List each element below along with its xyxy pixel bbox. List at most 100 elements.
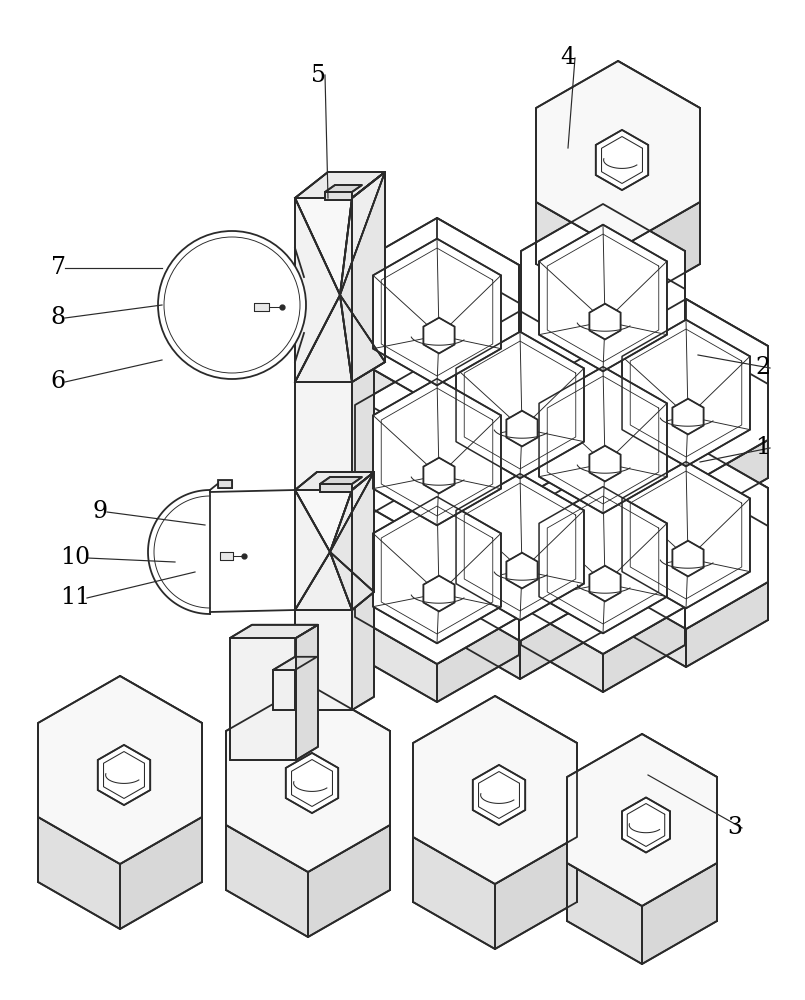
- Polygon shape: [355, 476, 519, 664]
- Polygon shape: [340, 172, 385, 295]
- Polygon shape: [521, 345, 603, 430]
- Polygon shape: [438, 594, 520, 679]
- Circle shape: [158, 231, 306, 379]
- Polygon shape: [423, 576, 455, 611]
- Text: 3: 3: [728, 816, 742, 840]
- Polygon shape: [603, 607, 685, 692]
- Polygon shape: [355, 358, 519, 546]
- Polygon shape: [521, 204, 685, 392]
- Polygon shape: [437, 476, 519, 561]
- Polygon shape: [521, 346, 685, 534]
- Polygon shape: [539, 225, 667, 371]
- Polygon shape: [295, 172, 385, 198]
- Polygon shape: [254, 303, 269, 311]
- Text: 2: 2: [755, 357, 770, 379]
- Polygon shape: [521, 607, 603, 692]
- Polygon shape: [622, 320, 750, 466]
- Polygon shape: [295, 198, 352, 382]
- Polygon shape: [308, 684, 390, 796]
- Polygon shape: [295, 490, 352, 610]
- Polygon shape: [295, 552, 352, 610]
- Text: 8: 8: [51, 306, 65, 330]
- Polygon shape: [622, 462, 750, 608]
- Polygon shape: [325, 185, 362, 192]
- Polygon shape: [308, 825, 390, 937]
- Polygon shape: [506, 553, 538, 588]
- Polygon shape: [320, 477, 362, 484]
- Text: 4: 4: [560, 46, 576, 70]
- Polygon shape: [604, 582, 686, 667]
- Polygon shape: [567, 863, 642, 964]
- Polygon shape: [286, 753, 338, 813]
- Polygon shape: [603, 466, 685, 551]
- Polygon shape: [340, 172, 385, 362]
- Polygon shape: [120, 817, 202, 929]
- Polygon shape: [437, 358, 519, 443]
- Polygon shape: [589, 304, 621, 339]
- Polygon shape: [589, 566, 621, 601]
- Polygon shape: [330, 552, 374, 610]
- Text: 11: 11: [60, 586, 90, 609]
- Polygon shape: [320, 484, 352, 492]
- Polygon shape: [642, 734, 717, 835]
- Text: 10: 10: [60, 546, 90, 570]
- Polygon shape: [230, 625, 318, 638]
- Polygon shape: [355, 617, 437, 702]
- Polygon shape: [355, 359, 437, 444]
- Polygon shape: [226, 684, 390, 872]
- Polygon shape: [120, 676, 202, 788]
- Polygon shape: [220, 552, 233, 560]
- Polygon shape: [642, 863, 717, 964]
- Polygon shape: [686, 582, 768, 667]
- Polygon shape: [330, 472, 374, 552]
- Polygon shape: [296, 625, 318, 760]
- Polygon shape: [520, 311, 602, 396]
- Polygon shape: [437, 617, 519, 702]
- Polygon shape: [438, 311, 602, 499]
- Polygon shape: [423, 458, 455, 493]
- Polygon shape: [604, 299, 768, 487]
- Polygon shape: [295, 295, 352, 382]
- Polygon shape: [38, 676, 202, 864]
- Polygon shape: [373, 379, 501, 525]
- Text: 1: 1: [755, 436, 770, 460]
- Polygon shape: [273, 670, 295, 710]
- Polygon shape: [622, 797, 670, 853]
- Polygon shape: [604, 440, 686, 525]
- Polygon shape: [226, 825, 308, 937]
- Text: 6: 6: [51, 370, 65, 393]
- Polygon shape: [672, 541, 704, 576]
- Polygon shape: [438, 452, 520, 537]
- Polygon shape: [438, 453, 602, 641]
- Polygon shape: [536, 61, 700, 249]
- Polygon shape: [618, 61, 700, 170]
- Polygon shape: [330, 472, 374, 592]
- Polygon shape: [603, 346, 685, 431]
- Polygon shape: [596, 130, 648, 190]
- Polygon shape: [373, 239, 501, 385]
- Polygon shape: [352, 212, 374, 710]
- Polygon shape: [495, 696, 577, 808]
- Polygon shape: [437, 359, 519, 444]
- Polygon shape: [686, 440, 768, 525]
- Polygon shape: [148, 490, 210, 614]
- Polygon shape: [295, 490, 352, 552]
- Text: 5: 5: [311, 64, 325, 87]
- Polygon shape: [473, 765, 525, 825]
- Polygon shape: [295, 225, 352, 710]
- Polygon shape: [589, 446, 621, 481]
- Polygon shape: [456, 332, 584, 478]
- Text: 7: 7: [51, 256, 65, 279]
- Polygon shape: [413, 696, 577, 884]
- Polygon shape: [355, 218, 519, 406]
- Polygon shape: [520, 594, 602, 679]
- Polygon shape: [506, 411, 538, 446]
- Polygon shape: [686, 299, 768, 384]
- Polygon shape: [618, 202, 700, 311]
- Polygon shape: [604, 441, 768, 629]
- Polygon shape: [603, 204, 685, 289]
- Polygon shape: [295, 472, 374, 490]
- Polygon shape: [218, 480, 232, 488]
- Polygon shape: [603, 345, 685, 430]
- Polygon shape: [520, 453, 602, 538]
